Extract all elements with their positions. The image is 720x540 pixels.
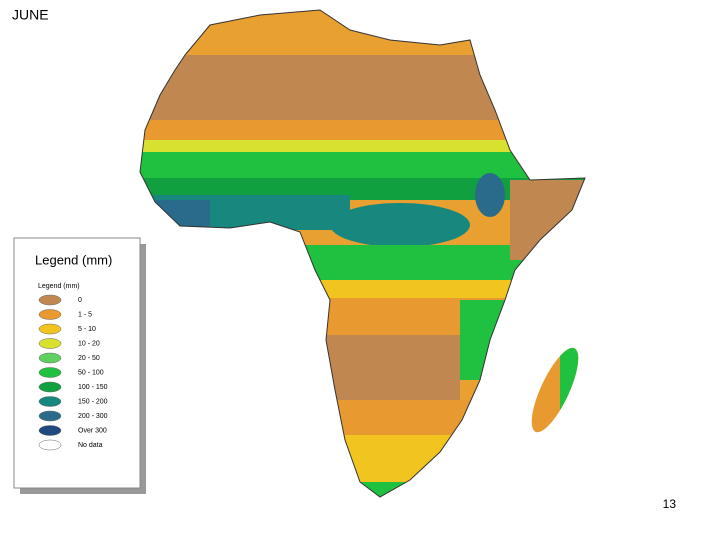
legend-label: 150 - 200 <box>78 398 108 405</box>
legend-label: Over 300 <box>78 427 107 434</box>
legend: Legend (mm) Legend (mm) 0 1 - 5 5 - 10 10 -… <box>13 237 146 494</box>
legend-label: 100 - 150 <box>78 384 108 391</box>
rainfall-map <box>140 10 588 497</box>
legend-label: No data <box>78 442 103 449</box>
coastline <box>139 9 586 498</box>
legend-label: 20 - 50 <box>78 355 100 362</box>
legend-swatch <box>38 439 62 451</box>
map-title: JUNE <box>12 7 49 23</box>
legend-label: 5 - 10 <box>78 326 96 333</box>
legend-label: 0 <box>78 297 82 304</box>
legend-label: 10 - 20 <box>78 340 100 347</box>
legend-swatch <box>38 367 62 378</box>
legend-label: 200 - 300 <box>78 413 108 420</box>
legend-swatch <box>38 323 62 335</box>
legend-swatch <box>38 381 62 393</box>
legend-swatch <box>38 294 62 306</box>
legend-subtitle: Legend (mm) <box>38 283 80 290</box>
legend-swatch <box>38 410 62 422</box>
legend-label: 50 - 100 <box>78 369 104 376</box>
legend-swatch <box>38 425 62 436</box>
legend-title: Legend (mm) <box>35 252 112 267</box>
legend-label: 1 - 5 <box>78 311 92 318</box>
legend-swatch <box>38 338 62 349</box>
legend-swatch <box>38 309 62 320</box>
legend-swatch <box>38 396 62 407</box>
page-number: 13 <box>663 497 677 511</box>
legend-swatch <box>38 352 62 364</box>
legend-items: 0 1 - 5 5 - 10 10 - 20 20 - 50 50 - 100 100 - … <box>38 294 108 451</box>
